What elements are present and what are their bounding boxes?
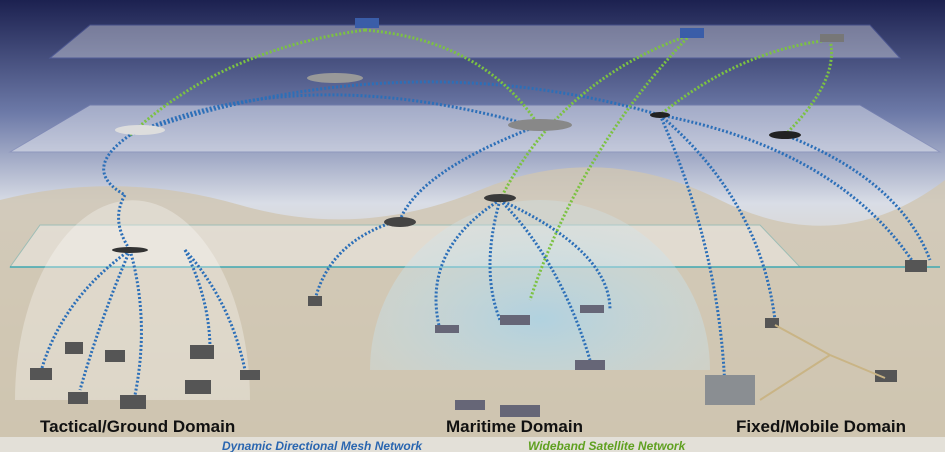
platforms bbox=[30, 18, 927, 417]
air-layer bbox=[8, 104, 942, 153]
domain-label: Maritime Domain bbox=[446, 417, 583, 436]
satellite-links bbox=[128, 28, 833, 301]
space-layer bbox=[48, 24, 902, 59]
legend-label: Dynamic Directional Mesh Network bbox=[222, 439, 423, 452]
legend-bar bbox=[0, 437, 945, 452]
domain-label: Fixed/Mobile Domain bbox=[736, 417, 906, 436]
legend-label: Wideband Satellite Network bbox=[528, 439, 687, 452]
ground-links bbox=[759, 324, 886, 401]
mesh-links bbox=[38, 80, 932, 396]
domain-label: Tactical/Ground Domain bbox=[40, 417, 235, 436]
